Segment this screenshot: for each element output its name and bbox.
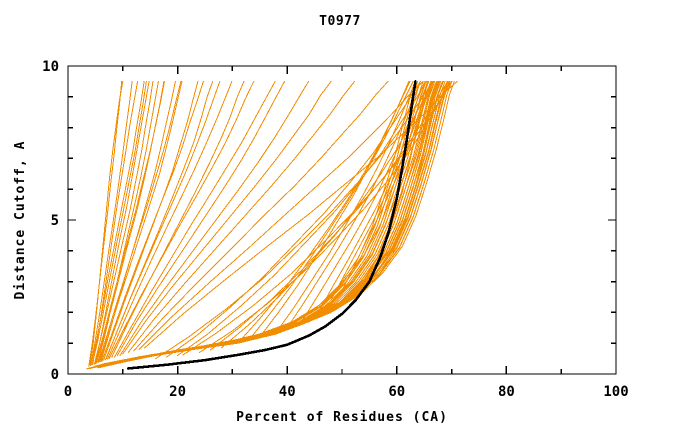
prediction-curve xyxy=(94,80,441,367)
prediction-curve xyxy=(138,80,424,350)
prediction-curve xyxy=(94,80,439,368)
prediction-curve xyxy=(99,80,183,363)
prediction-curve xyxy=(106,80,233,360)
prediction-curve xyxy=(133,80,389,352)
prediction-curve xyxy=(100,80,446,366)
y-tick-label: 5 xyxy=(51,213,59,229)
prediction-curve xyxy=(144,80,458,349)
prediction-curve xyxy=(209,80,449,351)
y-tick-label: 0 xyxy=(51,367,59,383)
axes-frame xyxy=(67,65,617,375)
axis-labels: 0 20 40 60 80 100 0 5 10 Percent of Residues (CA)… xyxy=(13,59,629,425)
prediction-curve xyxy=(166,80,421,358)
prediction-curve xyxy=(114,80,276,358)
prediction-curve xyxy=(127,80,356,353)
plot-frame xyxy=(67,65,617,375)
prediction-curve xyxy=(319,80,429,310)
prediction-curve xyxy=(94,80,441,367)
curves-layer xyxy=(86,80,458,370)
prediction-curve xyxy=(90,80,145,366)
prediction-curve xyxy=(122,80,332,355)
prediction-curve xyxy=(108,80,255,360)
prediction-curve xyxy=(341,80,433,292)
prediction-curve xyxy=(259,80,410,338)
x-axis-title: Percent of Residues (CA) xyxy=(236,410,448,425)
x-tick-label: 20 xyxy=(169,384,186,400)
prediction-curve xyxy=(116,80,285,357)
prediction-curve xyxy=(94,80,441,367)
prediction-curve xyxy=(98,80,182,363)
prediction-curve xyxy=(105,80,214,360)
prediction-curve xyxy=(94,80,441,367)
chart-title: T0977 xyxy=(319,14,361,29)
prediction-curve xyxy=(177,80,427,357)
prediction-curve xyxy=(275,80,416,333)
y-tick-label: 10 xyxy=(42,59,59,75)
prediction-curve xyxy=(119,80,310,357)
reference-curve xyxy=(126,80,417,370)
x-tick-label: 0 xyxy=(64,384,72,400)
prediction-curve xyxy=(94,80,441,367)
prediction-curve xyxy=(93,80,154,365)
x-tick-label: 60 xyxy=(388,384,405,400)
prediction-curve xyxy=(88,80,123,367)
x-tick-label: 100 xyxy=(603,384,628,400)
prediction-curve xyxy=(111,80,245,358)
prediction-curve xyxy=(97,80,443,367)
y-axis-title: Distance Cutoff, A xyxy=(13,141,28,300)
prediction-curve xyxy=(101,80,204,362)
prediction-curve xyxy=(94,80,441,367)
prediction-curve xyxy=(89,80,124,366)
prediction-curve xyxy=(94,80,165,365)
prediction-curve xyxy=(94,80,150,364)
prediction-curve xyxy=(104,80,221,361)
prediction-curve xyxy=(89,80,133,366)
x-tick-label: 40 xyxy=(279,384,296,400)
prediction-curve xyxy=(155,80,434,360)
prediction-curve xyxy=(91,80,147,366)
prediction-curve xyxy=(330,80,432,301)
prediction-curve xyxy=(248,80,414,341)
prediction-curve xyxy=(182,80,453,356)
x-tick-label: 80 xyxy=(498,384,515,400)
